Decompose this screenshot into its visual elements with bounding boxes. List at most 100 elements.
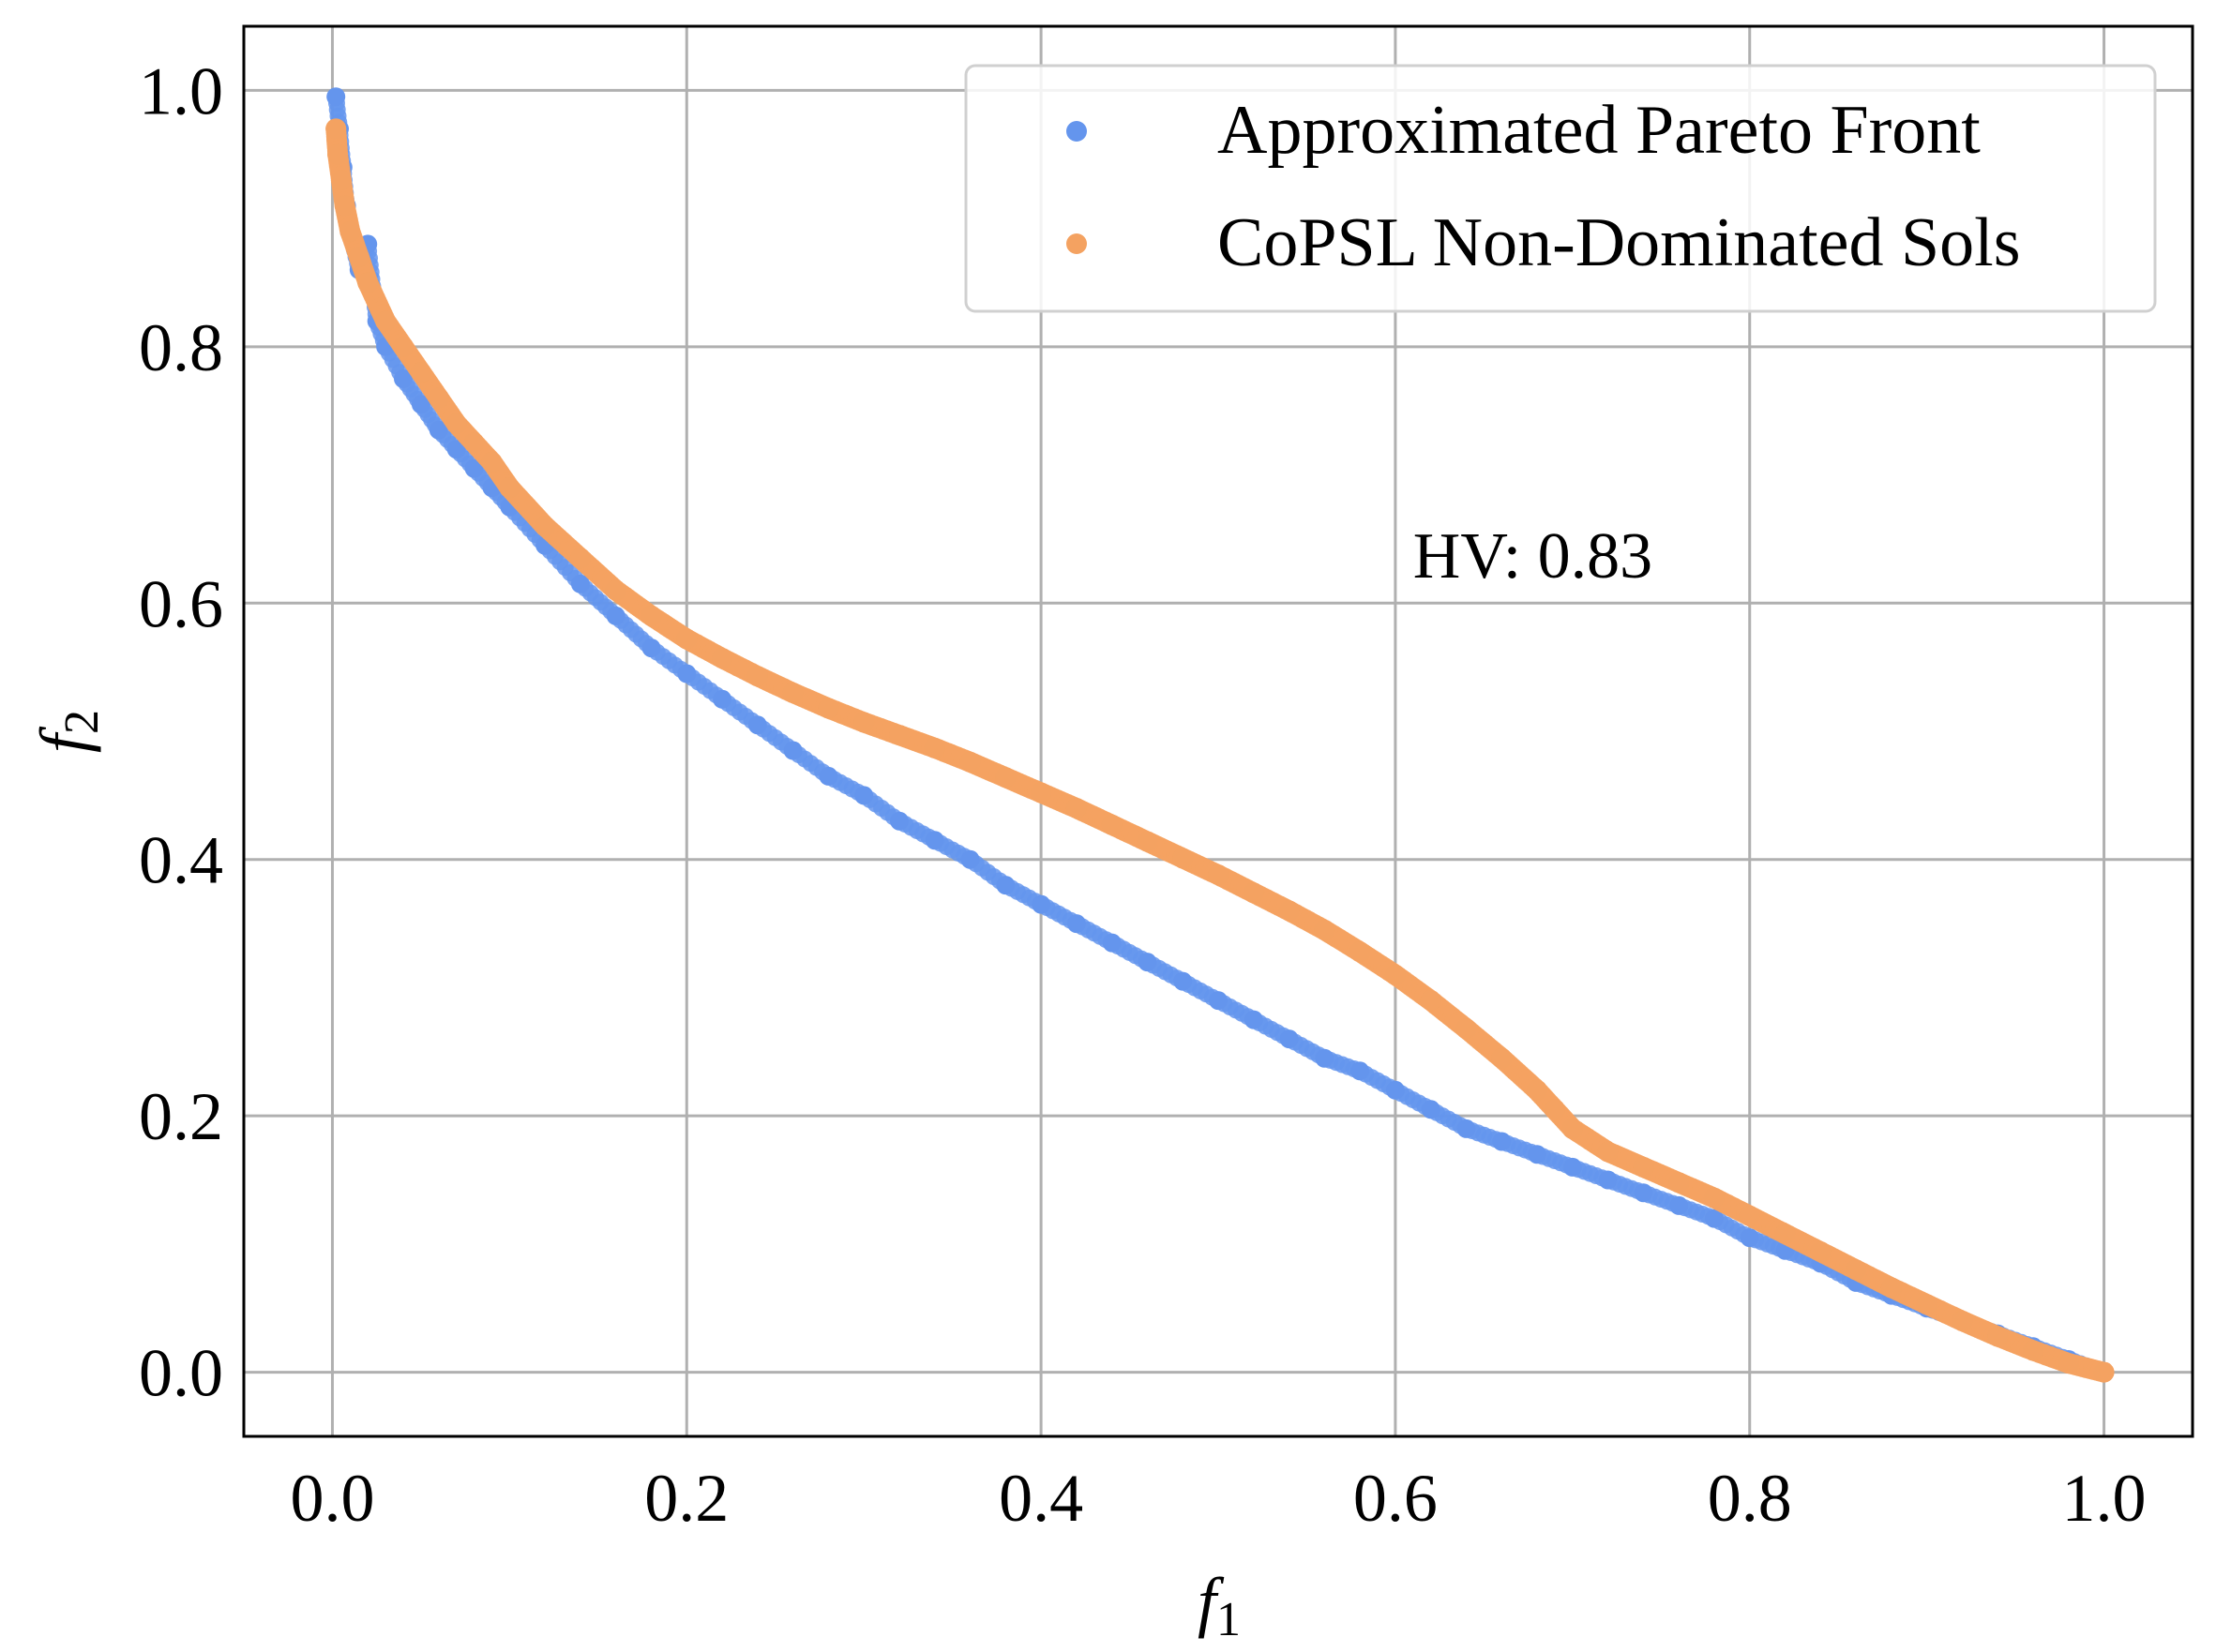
hv-annotation: HV: 0.83	[1413, 520, 1652, 593]
data-point-copsl-non-dominated-sols	[959, 751, 981, 773]
data-point-approximated-pareto-front	[641, 638, 661, 658]
data-point-copsl-non-dominated-sols	[1278, 900, 1300, 922]
data-point-copsl-non-dominated-sols	[924, 737, 945, 758]
data-point-approximated-pareto-front	[713, 689, 732, 709]
data-point-copsl-non-dominated-sols	[393, 336, 414, 357]
data-point-copsl-non-dominated-sols	[481, 451, 503, 473]
y-axis-label-subscript: 2	[55, 710, 109, 734]
data-point-copsl-non-dominated-sols	[1880, 1277, 1902, 1299]
data-point-copsl-non-dominated-sols	[535, 516, 556, 537]
data-point-copsl-non-dominated-sols	[463, 432, 485, 454]
data-point-copsl-non-dominated-sols	[1243, 882, 1264, 904]
data-point-approximated-pareto-front	[1279, 1029, 1299, 1049]
data-point-copsl-non-dominated-sols	[1916, 1294, 1937, 1315]
data-point-copsl-non-dominated-sols	[375, 310, 397, 332]
data-point-copsl-non-dominated-sols	[1491, 1047, 1513, 1069]
data-point-approximated-pareto-front	[446, 440, 466, 459]
data-point-copsl-non-dominated-sols	[818, 698, 839, 719]
data-point-copsl-non-dominated-sols	[1846, 1259, 1867, 1281]
data-point-copsl-non-dominated-sols	[853, 712, 875, 733]
x-tick-label: 0.4	[999, 1461, 1083, 1536]
data-point-approximated-pareto-front	[1350, 1061, 1370, 1081]
data-point-copsl-non-dominated-sols	[1527, 1079, 1547, 1101]
data-point-approximated-pareto-front	[1456, 1119, 1476, 1138]
data-point-approximated-pareto-front	[1138, 953, 1157, 972]
data-point-copsl-non-dominated-sols	[605, 579, 626, 601]
legend: Approximated Pareto Front CoPSL Non-Domi…	[964, 64, 2157, 313]
data-point-copsl-non-dominated-sols	[2093, 1361, 2115, 1383]
x-tick-label: 0.2	[644, 1461, 729, 1536]
data-point-copsl-non-dominated-sols	[1597, 1141, 1619, 1163]
data-point-approximated-pareto-front	[464, 458, 484, 478]
data-point-approximated-pareto-front	[996, 876, 1016, 895]
data-point-approximated-pareto-front	[747, 715, 767, 735]
legend-label-copsl-non-dominated-sols: CoPSL Non-Dominated Sols	[1217, 204, 2021, 281]
data-point-approximated-pareto-front	[960, 849, 980, 869]
y-tick-label: 0.4	[139, 823, 223, 898]
data-point-copsl-non-dominated-sols	[339, 220, 361, 242]
data-point-approximated-pareto-front	[1315, 1048, 1334, 1068]
data-point-approximated-pareto-front	[890, 811, 909, 831]
data-point-copsl-non-dominated-sols	[1987, 1326, 2009, 1347]
data-point-copsl-non-dominated-sols	[1544, 1099, 1565, 1120]
data-point-approximated-pareto-front	[677, 664, 697, 683]
legend-marker-copsl-non-dominated-sols	[1066, 233, 1087, 254]
series-copsl-non-dominated-sols	[325, 118, 2115, 1383]
data-point-copsl-non-dominated-sols	[428, 387, 449, 409]
data-point-copsl-non-dominated-sols	[782, 683, 804, 703]
data-point-approximated-pareto-front	[570, 574, 590, 593]
x-tick-label: 0.6	[1353, 1461, 1438, 1536]
y-tick-label: 1.0	[139, 53, 223, 128]
data-point-approximated-pareto-front	[1421, 1100, 1440, 1119]
data-point-copsl-non-dominated-sols	[1952, 1310, 1973, 1331]
data-point-approximated-pareto-front	[1562, 1157, 1582, 1177]
data-point-approximated-pareto-front	[1528, 1145, 1546, 1164]
data-point-copsl-non-dominated-sols	[1455, 1018, 1477, 1040]
data-point-approximated-pareto-front	[1704, 1209, 1724, 1228]
data-point-approximated-pareto-front	[1669, 1195, 1689, 1215]
data-point-approximated-pareto-front	[606, 606, 626, 625]
x-axis-label: f1	[1198, 1564, 1241, 1646]
data-point-approximated-pareto-front	[394, 369, 413, 388]
data-point-approximated-pareto-front	[1032, 894, 1051, 914]
y-tick-label: 0.8	[139, 310, 223, 385]
data-point-approximated-pareto-front	[1385, 1080, 1405, 1100]
data-point-copsl-non-dominated-sols	[2023, 1340, 2043, 1361]
data-point-copsl-non-dominated-sols	[1208, 864, 1229, 886]
data-point-approximated-pareto-front	[1066, 914, 1086, 934]
data-point-copsl-non-dominated-sols	[325, 118, 347, 140]
legend-marker-approximated-pareto-front	[1066, 121, 1087, 142]
y-tick-label: 0.2	[139, 1079, 223, 1154]
legend-box	[964, 64, 2157, 313]
data-point-approximated-pareto-front	[1209, 991, 1228, 1011]
x-tick-label: 0.0	[290, 1461, 374, 1536]
data-point-approximated-pareto-front	[1740, 1228, 1759, 1248]
tick-labels: 0.0 0.2 0.4 0.6 0.8 1.0 0.0 0.2 0.4 0.6 0.8 1.0	[139, 53, 2147, 1536]
data-point-copsl-non-dominated-sols	[1774, 1224, 1796, 1244]
data-point-approximated-pareto-front	[429, 420, 448, 440]
data-point-copsl-non-dominated-sols	[1668, 1172, 1690, 1194]
data-point-copsl-non-dominated-sols	[746, 666, 768, 687]
data-point-copsl-non-dominated-sols	[569, 548, 591, 569]
data-point-approximated-pareto-front	[783, 741, 803, 760]
data-point-copsl-non-dominated-sols	[1810, 1241, 1832, 1263]
data-point-copsl-non-dominated-sols	[327, 143, 349, 165]
plot-frame	[242, 24, 2194, 1438]
data-point-copsl-non-dominated-sols	[499, 477, 520, 499]
data-point-copsl-non-dominated-sols	[1137, 831, 1158, 852]
data-point-approximated-pareto-front	[925, 831, 944, 850]
data-point-approximated-pareto-front	[326, 87, 346, 107]
data-point-approximated-pareto-front	[411, 395, 430, 414]
y-axis-label: f2	[26, 710, 109, 753]
data-point-copsl-non-dominated-sols	[1101, 814, 1123, 835]
data-point-copsl-non-dominated-sols	[348, 247, 369, 268]
data-point-approximated-pareto-front	[1634, 1183, 1653, 1203]
data-point-approximated-pareto-front	[1173, 971, 1193, 991]
data-point-copsl-non-dominated-sols	[1703, 1187, 1725, 1209]
y-tick-label: 0.6	[139, 566, 223, 641]
data-point-copsl-non-dominated-sols	[1561, 1118, 1583, 1139]
data-point-approximated-pareto-front	[1102, 933, 1122, 953]
data-point-copsl-non-dominated-sols	[1633, 1156, 1654, 1178]
data-point-copsl-non-dominated-sols	[357, 272, 379, 293]
